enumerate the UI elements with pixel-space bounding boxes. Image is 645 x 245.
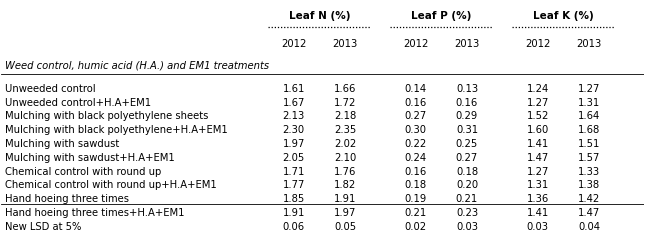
Text: 0.02: 0.02: [404, 222, 427, 232]
Text: Mulching with black polyethylene sheets: Mulching with black polyethylene sheets: [5, 111, 208, 121]
Text: 0.06: 0.06: [283, 222, 304, 232]
Text: 0.04: 0.04: [578, 222, 600, 232]
Text: 1.31: 1.31: [526, 180, 549, 190]
Text: Hand hoeing three times: Hand hoeing three times: [5, 194, 128, 204]
Text: 1.41: 1.41: [526, 208, 549, 218]
Text: Unweeded control+H.A+EM1: Unweeded control+H.A+EM1: [5, 98, 151, 108]
Text: 0.14: 0.14: [404, 84, 427, 94]
Text: 1.71: 1.71: [283, 167, 305, 177]
Text: New LSD at 5%: New LSD at 5%: [5, 222, 81, 232]
Text: 1.27: 1.27: [526, 98, 549, 108]
Text: 0.25: 0.25: [456, 139, 478, 149]
Text: 0.05: 0.05: [334, 222, 356, 232]
Text: 1.67: 1.67: [283, 98, 305, 108]
Text: 1.51: 1.51: [578, 139, 600, 149]
Text: Weed control, humic acid (H.A.) and EM1 treatments: Weed control, humic acid (H.A.) and EM1 …: [5, 61, 269, 71]
Text: 0.21: 0.21: [456, 194, 478, 204]
Text: Chemical control with round up+H.A+EM1: Chemical control with round up+H.A+EM1: [5, 180, 216, 190]
Text: 1.76: 1.76: [334, 167, 356, 177]
Text: 1.41: 1.41: [526, 139, 549, 149]
Text: 2.35: 2.35: [334, 125, 356, 135]
Text: 0.16: 0.16: [456, 98, 478, 108]
Text: 2012: 2012: [525, 39, 550, 49]
Text: 1.42: 1.42: [578, 194, 600, 204]
Text: 1.68: 1.68: [578, 125, 600, 135]
Text: 2013: 2013: [577, 39, 602, 49]
Text: 2.18: 2.18: [334, 111, 356, 121]
Text: 2.10: 2.10: [334, 153, 356, 163]
Text: 1.31: 1.31: [578, 98, 600, 108]
Text: Leaf P (%): Leaf P (%): [411, 11, 471, 21]
Text: 2.02: 2.02: [334, 139, 356, 149]
Text: 1.24: 1.24: [526, 84, 549, 94]
Text: Leaf N (%): Leaf N (%): [288, 11, 350, 21]
Text: 0.19: 0.19: [404, 194, 427, 204]
Text: 1.60: 1.60: [526, 125, 549, 135]
Text: 1.61: 1.61: [283, 84, 305, 94]
Text: Leaf K (%): Leaf K (%): [533, 11, 593, 21]
Text: Hand hoeing three times+H.A+EM1: Hand hoeing three times+H.A+EM1: [5, 208, 184, 218]
Text: 1.82: 1.82: [334, 180, 356, 190]
Text: 0.23: 0.23: [456, 208, 478, 218]
Text: 1.97: 1.97: [334, 208, 356, 218]
Text: 0.13: 0.13: [456, 84, 478, 94]
Text: 0.27: 0.27: [404, 111, 427, 121]
Text: 2.05: 2.05: [283, 153, 304, 163]
Text: 1.91: 1.91: [334, 194, 356, 204]
Text: 1.33: 1.33: [578, 167, 600, 177]
Text: Mulching with sawdust+H.A+EM1: Mulching with sawdust+H.A+EM1: [5, 153, 174, 163]
Text: Unweeded control: Unweeded control: [5, 84, 95, 94]
Text: 0.21: 0.21: [404, 208, 427, 218]
Text: 0.03: 0.03: [456, 222, 478, 232]
Text: 1.91: 1.91: [283, 208, 305, 218]
Text: 1.52: 1.52: [526, 111, 549, 121]
Text: Mulching with black polyethylene+H.A+EM1: Mulching with black polyethylene+H.A+EM1: [5, 125, 227, 135]
Text: 1.66: 1.66: [334, 84, 356, 94]
Text: 1.47: 1.47: [578, 208, 600, 218]
Text: 1.27: 1.27: [526, 167, 549, 177]
Text: 0.18: 0.18: [404, 180, 427, 190]
Text: 1.77: 1.77: [283, 180, 305, 190]
Text: 0.16: 0.16: [404, 167, 427, 177]
Text: 0.20: 0.20: [456, 180, 478, 190]
Text: 0.18: 0.18: [456, 167, 478, 177]
Text: 1.57: 1.57: [578, 153, 600, 163]
Text: 1.27: 1.27: [578, 84, 600, 94]
Text: 0.03: 0.03: [527, 222, 549, 232]
Text: 0.22: 0.22: [404, 139, 427, 149]
Text: Chemical control with round up: Chemical control with round up: [5, 167, 161, 177]
Text: 2013: 2013: [454, 39, 480, 49]
Text: 1.38: 1.38: [578, 180, 600, 190]
Text: 2012: 2012: [281, 39, 306, 49]
Text: 0.16: 0.16: [404, 98, 427, 108]
Text: 2012: 2012: [403, 39, 428, 49]
Text: Mulching with sawdust: Mulching with sawdust: [5, 139, 119, 149]
Text: 1.36: 1.36: [526, 194, 549, 204]
Text: 2.30: 2.30: [283, 125, 304, 135]
Text: 1.97: 1.97: [283, 139, 305, 149]
Text: 0.27: 0.27: [456, 153, 478, 163]
Text: 1.47: 1.47: [526, 153, 549, 163]
Text: 0.31: 0.31: [456, 125, 478, 135]
Text: 0.24: 0.24: [404, 153, 427, 163]
Text: 0.29: 0.29: [456, 111, 478, 121]
Text: 2.13: 2.13: [283, 111, 304, 121]
Text: 1.85: 1.85: [283, 194, 304, 204]
Text: 0.30: 0.30: [404, 125, 426, 135]
Text: 2013: 2013: [332, 39, 357, 49]
Text: 1.72: 1.72: [334, 98, 356, 108]
Text: 1.64: 1.64: [578, 111, 600, 121]
